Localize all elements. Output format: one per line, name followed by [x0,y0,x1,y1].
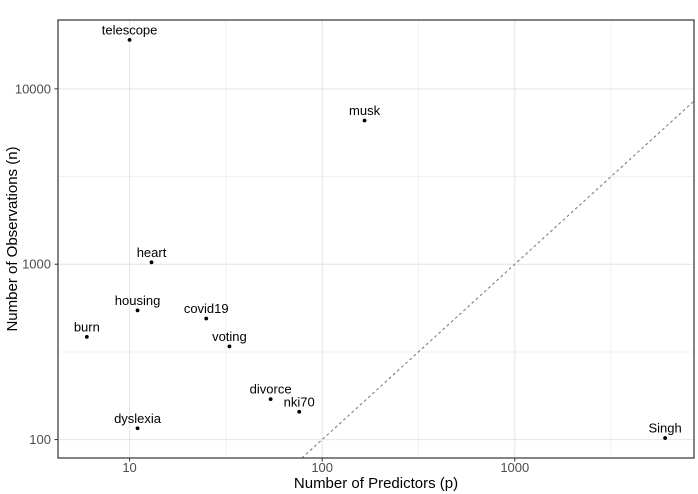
data-point [268,397,273,402]
point-label: nki70 [284,394,315,409]
data-point [204,316,209,321]
data-point [149,260,154,265]
axis-tick-labels: 10 100 1000 100 1000 10000 [15,81,529,475]
data-point [84,335,89,339]
data-point [663,436,668,440]
grid-major-lines [58,20,694,458]
point-label: dyslexia [114,411,162,426]
point-label: musk [349,103,381,118]
point-label: burn [74,319,100,334]
x-axis-title: Number of Predictors (p) [294,475,458,492]
x-tick-label: 10 [122,460,136,475]
y-tick-label: 100 [29,432,51,447]
point-label: heart [137,245,167,260]
identity-reference-line [301,100,695,459]
point-label: telescope [102,22,158,37]
axis-tick-marks [54,88,516,462]
point-label: Singh [649,421,682,436]
data-point [135,426,140,431]
grid-minor-lines [58,20,694,458]
data-point [127,38,132,42]
point-label: divorce [250,382,292,397]
y-tick-label: 1000 [22,257,51,272]
panel-border [57,19,695,459]
y-axis-title: Number of Observations (n) [4,146,21,331]
data-point [362,118,367,123]
data-point [297,409,302,414]
point-label: housing [115,293,161,308]
x-tick-label: 100 [311,460,333,475]
data-point [227,344,232,349]
x-tick-label: 1000 [500,460,529,475]
data-points [84,38,668,440]
data-point-labels: telescope musk heart housing covid19 burn voti… [74,22,682,435]
data-point [135,308,140,313]
y-tick-label: 10000 [15,81,51,96]
point-label: covid19 [184,301,229,316]
point-label: voting [212,329,247,344]
